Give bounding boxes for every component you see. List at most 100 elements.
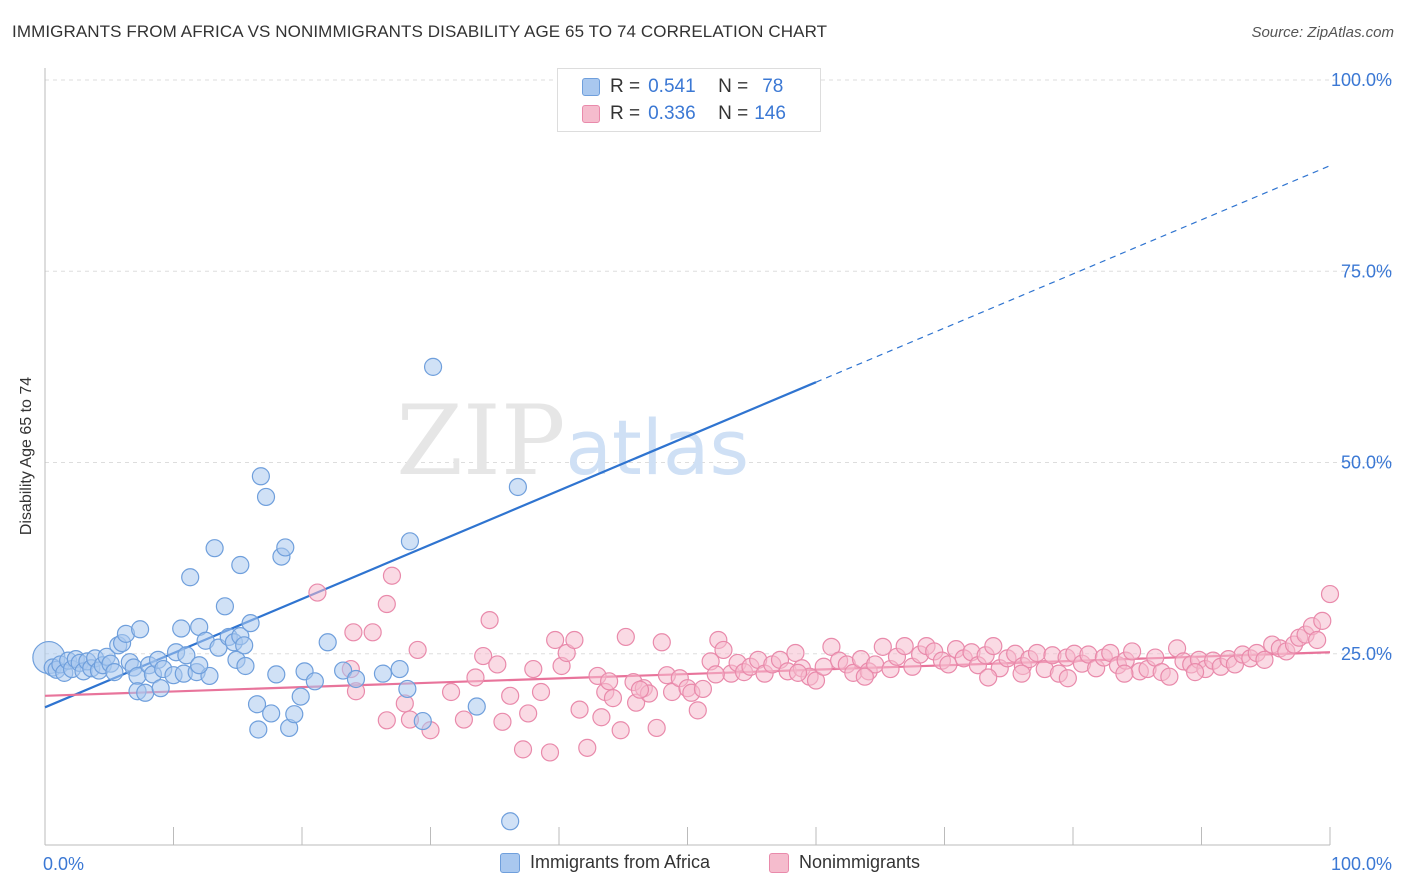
trend-line-dashed (815, 165, 1331, 383)
data-point (603, 689, 623, 708)
r-label: R = (610, 76, 641, 97)
data-point (480, 610, 499, 630)
data-point (454, 710, 474, 729)
data-point (346, 669, 366, 689)
data-point (177, 646, 196, 665)
n-label: N = (718, 76, 749, 97)
data-point (390, 659, 409, 679)
data-point (398, 679, 417, 699)
source-label: Source: ZipAtlas.com (1251, 24, 1394, 41)
legend-item-immigrants[interactable]: Immigrants from Africa (500, 852, 710, 873)
legend-label: Immigrants from Africa (530, 852, 711, 872)
data-point (262, 704, 281, 723)
legend-row-nonimmigrants: R = 0.336 N = 146 (558, 100, 786, 128)
data-point (241, 614, 260, 633)
data-point (181, 568, 200, 587)
data-point (285, 705, 304, 724)
data-point (611, 721, 630, 740)
chart-title: IMMIGRANTS FROM AFRICA VS NONIMMIGRANTS … (12, 22, 828, 41)
y-tick-label: 75.0% (1341, 261, 1392, 281)
data-point (276, 538, 295, 557)
r-value: 0.336 (648, 103, 696, 124)
data-point (714, 640, 733, 660)
data-point (616, 627, 635, 647)
data-point (308, 583, 327, 602)
data-point (565, 630, 584, 650)
data-point (1012, 664, 1031, 683)
data-point (939, 655, 958, 674)
data-point (1160, 667, 1179, 686)
data-point (408, 640, 427, 660)
data-point (578, 738, 597, 757)
data-point (531, 682, 551, 702)
data-point (822, 637, 841, 656)
y-tick-label: 100.0% (1331, 70, 1392, 90)
r-value: 0.541 (648, 76, 696, 97)
data-point (344, 623, 363, 642)
data-point (706, 665, 725, 684)
correlation-legend: R = 0.541 N = 78 R = 0.336 N = 146 (557, 68, 821, 132)
data-point (814, 657, 833, 676)
data-point (334, 661, 353, 680)
trend-lines (44, 165, 1331, 709)
data-point (508, 477, 527, 497)
watermark-atlas: atlas (565, 403, 749, 492)
data-point (400, 532, 420, 551)
y-axis-label: Disability Age 65 to 74 (18, 376, 35, 536)
data-point (413, 711, 432, 731)
data-point (130, 620, 150, 639)
data-point (546, 630, 565, 650)
legend-label: Nonimmigrants (799, 852, 921, 872)
data-point (501, 812, 520, 831)
data-point (423, 357, 443, 376)
data-point (235, 636, 254, 655)
data-point (501, 686, 520, 705)
n-label: N = (718, 103, 749, 124)
data-point (984, 636, 1003, 656)
data-point (105, 663, 124, 682)
data-point (256, 487, 276, 507)
x-tick-label: 100.0% (1331, 854, 1392, 874)
data-point (377, 711, 396, 730)
data-point (647, 718, 666, 738)
series-nonimmigrants (308, 566, 1340, 762)
data-point (363, 623, 382, 642)
data-point (215, 597, 234, 616)
data-point (652, 633, 671, 652)
data-point (630, 680, 650, 699)
data-point (524, 659, 543, 679)
x-tick-label: 0.0% (43, 854, 84, 874)
data-point (251, 467, 270, 486)
data-point (540, 743, 560, 762)
pink-swatch (582, 105, 600, 123)
data-point (1115, 664, 1134, 683)
data-point (136, 683, 155, 702)
watermark: ZIP atlas (396, 385, 749, 497)
data-point (1185, 663, 1205, 682)
data-point (693, 679, 713, 699)
data-point (441, 682, 461, 702)
series-immigrants-africa (32, 70, 761, 831)
n-value: 146 (754, 103, 786, 124)
data-point (519, 704, 538, 723)
data-point (1255, 650, 1274, 669)
n-value: 78 (762, 76, 784, 97)
data-point (466, 668, 485, 687)
data-point (267, 665, 286, 684)
data-point (1123, 642, 1142, 661)
data-point (205, 539, 224, 558)
data-point (600, 672, 619, 691)
data-point (979, 668, 998, 687)
data-point (570, 700, 589, 719)
data-point (873, 637, 892, 656)
data-point (688, 701, 707, 720)
data-point (786, 643, 805, 663)
legend-row-immigrants: R = 0.541 N = 78 (558, 73, 783, 101)
r-label: R = (610, 103, 641, 124)
data-point (377, 594, 396, 614)
data-point (474, 646, 493, 666)
data-point (247, 695, 267, 714)
blue-swatch (582, 78, 600, 96)
blue-swatch (500, 852, 520, 873)
legend-item-nonimmigrants[interactable]: Nonimmigrants (769, 852, 920, 873)
